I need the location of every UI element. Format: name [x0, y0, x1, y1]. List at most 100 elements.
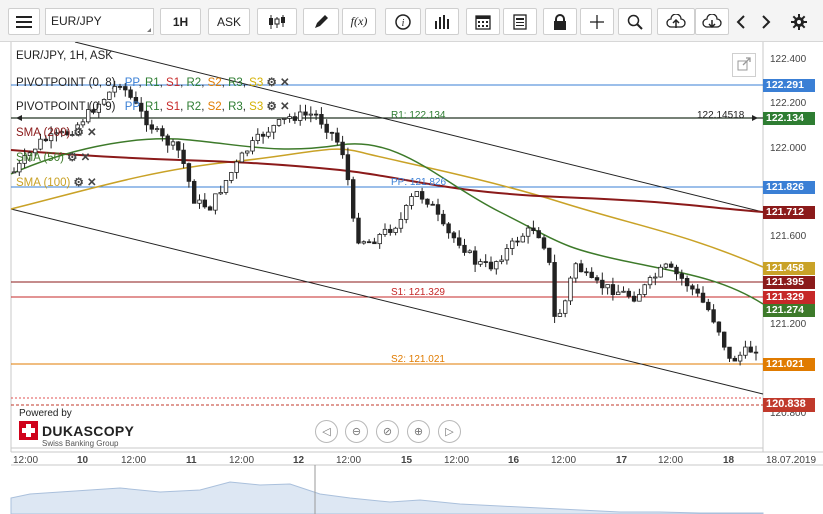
nav-left-button[interactable]: ◁ — [315, 420, 338, 443]
candle-body — [59, 131, 64, 134]
candle-body — [472, 250, 478, 265]
volume-button[interactable] — [425, 8, 459, 35]
lock-button[interactable] — [543, 8, 577, 35]
legend-sma-50[interactable]: SMA (50) ⚙ ✕ — [16, 150, 90, 164]
gear-icon[interactable]: ⚙ — [266, 101, 277, 113]
candle-body — [361, 241, 366, 244]
chart-area[interactable]: EUR/JPY, 1H, ASK PIVOTPOINT (0, 8) PP, R… — [0, 42, 823, 514]
chevron-left-icon: ◁ — [322, 426, 331, 438]
toolbar: EUR/JPY 1H ASK f(x) i — [0, 0, 823, 42]
symbol-selector[interactable]: EUR/JPY — [45, 8, 154, 35]
price-label: 122.291 — [763, 79, 815, 92]
candle-body — [313, 113, 319, 116]
gear-icon — [791, 13, 807, 30]
zoom-in-icon: ⊕ — [413, 426, 424, 438]
candle-body — [674, 266, 679, 275]
candle-body — [722, 331, 727, 348]
expand-button[interactable] — [732, 53, 756, 77]
candle-body — [64, 131, 70, 136]
gear-icon[interactable]: ⚙ — [266, 77, 277, 89]
info-button[interactable]: i — [385, 8, 421, 35]
candle-body — [366, 241, 372, 244]
chevron-left-icon — [736, 14, 746, 29]
x-tick: 12:00 — [551, 455, 577, 466]
candle-body — [17, 162, 22, 173]
candle-body — [425, 198, 430, 205]
swiss-cross-logo-icon — [19, 421, 38, 440]
close-icon[interactable]: ✕ — [80, 152, 91, 164]
sma-100-line — [10, 148, 764, 268]
candle-body — [732, 357, 737, 362]
candle-body — [637, 294, 642, 302]
zoom-button[interactable] — [618, 8, 652, 35]
candle-body — [128, 89, 133, 98]
candle-body — [589, 271, 594, 279]
candle-body — [584, 271, 589, 274]
price-side-button[interactable]: ASK — [208, 8, 250, 35]
gear-icon[interactable]: ⚙ — [73, 127, 84, 139]
upload-button[interactable] — [657, 8, 695, 35]
powered-by-text: Powered by — [19, 408, 72, 419]
legend-sma-100[interactable]: SMA (100) ⚙ ✕ — [16, 175, 97, 189]
price-label: 121.021 — [763, 358, 815, 371]
candle-body — [54, 132, 59, 135]
gear-icon[interactable]: ⚙ — [73, 177, 84, 189]
candle-body — [446, 223, 451, 234]
candle-body — [695, 288, 700, 294]
candle-body — [170, 141, 176, 146]
candle-body — [287, 116, 292, 119]
legend-pivot-9-label: PIVOTPOINT (0, 9) — [16, 101, 116, 113]
legend-pivot-8[interactable]: PIVOTPOINT (0, 8) PP, R1, S1, R2, S2, R3… — [16, 75, 290, 89]
reset-view-button[interactable]: ⊘ — [376, 420, 399, 443]
candle-body — [244, 150, 250, 154]
candles-group — [11, 80, 759, 366]
candle-body — [377, 234, 382, 245]
pp-line-label: PP: 121.826 — [391, 177, 447, 188]
candle-body — [743, 346, 748, 356]
calendar-button[interactable] — [466, 8, 500, 35]
candle-body — [96, 103, 101, 113]
nav-right-button[interactable]: ▷ — [438, 420, 461, 443]
candlestick-icon — [268, 14, 286, 30]
menu-button[interactable] — [8, 8, 40, 35]
sma-50-line — [10, 138, 764, 305]
close-icon[interactable]: ✕ — [279, 77, 290, 89]
scroll-left-button[interactable] — [729, 8, 753, 35]
legend-pivot-9[interactable]: PIVOTPOINT (0, 9) PP, R1, S1, R2, S2, R3… — [16, 99, 290, 113]
close-icon[interactable]: ✕ — [279, 101, 290, 113]
timeframe-button[interactable]: 1H — [160, 8, 201, 35]
download-button[interactable] — [695, 8, 729, 35]
candle-body — [181, 149, 186, 164]
candle-body — [706, 301, 711, 311]
candle-body — [631, 295, 637, 302]
r1-line-label: R1: 122.134 — [391, 110, 446, 121]
close-icon[interactable]: ✕ — [87, 177, 97, 189]
indicators-button[interactable]: f(x) — [342, 8, 376, 35]
candle-body — [647, 277, 653, 286]
x-tick: 12:00 — [658, 455, 684, 466]
candle-body — [573, 263, 578, 279]
candle-body — [388, 228, 393, 233]
price-chart[interactable] — [0, 42, 823, 514]
candle-body — [123, 86, 128, 91]
candle-body — [38, 138, 43, 150]
chart-type-button[interactable] — [257, 8, 297, 35]
scroll-right-button[interactable] — [754, 8, 778, 35]
chart-title: EUR/JPY, 1H, ASK — [16, 50, 113, 62]
crosshair-button[interactable] — [580, 8, 614, 35]
draw-button[interactable] — [303, 8, 339, 35]
settings-button[interactable] — [785, 8, 813, 35]
close-icon[interactable]: ✕ — [87, 127, 97, 139]
candle-body — [260, 133, 266, 137]
candle-body — [748, 346, 753, 353]
channel-lower-line — [10, 208, 764, 395]
candle-body — [483, 261, 488, 263]
zoom-out-button[interactable]: ⊖ — [345, 420, 368, 443]
zoom-in-button[interactable]: ⊕ — [407, 420, 430, 443]
candle-body — [552, 262, 557, 317]
legend-sma-200[interactable]: SMA (200) ⚙ ✕ — [16, 125, 97, 139]
templates-button[interactable] — [503, 8, 537, 35]
gear-icon[interactable]: ⚙ — [67, 152, 78, 164]
price-label: 121.395 — [763, 276, 815, 289]
candle-body — [297, 111, 303, 121]
